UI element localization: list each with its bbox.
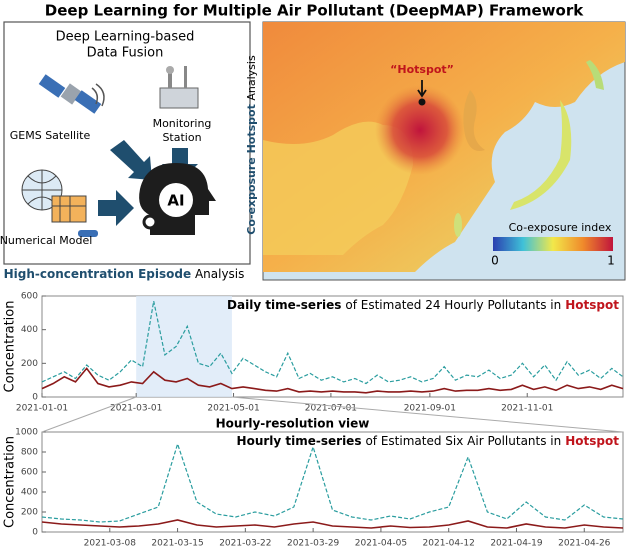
chart-title-part: Hotspot: [565, 434, 619, 448]
x-tick-label: 2021-04-19: [490, 539, 543, 549]
ai-label: AI: [167, 192, 184, 210]
x-tick-label: 2021-03-08: [84, 539, 137, 549]
y-tick-label: 800: [21, 448, 38, 458]
highlight-band: [136, 296, 232, 397]
x-tick-label: 2021-03-29: [287, 539, 340, 549]
x-tick-label: 2021-05-01: [207, 404, 259, 414]
bottom-label-text: Analysis: [195, 267, 244, 281]
x-tick-label: 2021-04-12: [423, 539, 475, 549]
station-label: Monitoring: [153, 117, 212, 130]
y-tick-label: 600: [21, 292, 38, 302]
x-tick-label: 2021-09-01: [404, 404, 456, 414]
side-label-text: Analysis: [245, 55, 258, 101]
ai-icon: [139, 163, 216, 235]
y-tick-label: 1000: [15, 428, 38, 438]
diagram-heading: Deep Learning-based: [56, 30, 195, 45]
x-tick-label: 2021-07-01: [305, 404, 357, 414]
x-tick-label: 2021-04-05: [355, 539, 407, 549]
y-tick-label: 0: [32, 393, 38, 403]
series-line: [41, 300, 624, 385]
plot-area: [41, 431, 624, 533]
y-tick-label: 600: [21, 468, 38, 478]
colorbar: [493, 237, 613, 251]
y-tick-label: 0: [32, 528, 38, 538]
series-line: [41, 442, 624, 523]
side-label-bold: Co-exposure Hotspot: [245, 104, 258, 235]
colorbar-max: 1: [607, 254, 615, 268]
y-tick-label: 400: [21, 488, 38, 498]
zoom-line: [41, 396, 137, 433]
station-icon: [159, 66, 199, 109]
bottom-label: High-concentration Episode Analysis: [4, 267, 245, 281]
series-line: [41, 519, 624, 529]
x-tick-label: 2021-03-15: [151, 539, 203, 549]
model-icon: [21, 169, 98, 237]
figure-title: Deep Learning for Multiple Air Pollutant…: [45, 2, 584, 20]
x-tick-label: 2021-01-01: [16, 404, 68, 414]
zoom-line: [231, 396, 624, 433]
y-tick-label: 400: [21, 325, 38, 335]
series-line: [41, 367, 624, 394]
bottom-label-bold: High-concentration Episode: [4, 267, 192, 281]
y-tick-label: 200: [21, 508, 38, 518]
x-tick-label: 2021-11-01: [501, 404, 553, 414]
y-axis-label: Concentration: [3, 436, 18, 528]
side-label: Co-exposure Hotspot Analysis: [245, 55, 258, 235]
station-label: Station: [162, 131, 201, 144]
x-tick-label: 2021-03-01: [110, 404, 162, 414]
chart-title-part: Hourly time-series: [237, 434, 362, 448]
colorbar-label: Co-exposure index: [509, 221, 612, 234]
satellite-icon: [38, 74, 105, 114]
diagram-heading: Data Fusion: [87, 46, 164, 61]
chart-title-part: of Estimated Six Air Pollutants in: [365, 434, 561, 448]
x-tick-label: 2021-04-26: [558, 539, 611, 549]
x-tick-label: 2021-03-22: [219, 539, 271, 549]
chart-title-part: of Estimated 24 Hourly Pollutants in: [345, 298, 561, 312]
chart-title: Hourly time-series of Estimated Six Air P…: [237, 434, 620, 448]
chart-subtitle: Hourly-resolution view: [216, 417, 370, 431]
chart-title: Daily time-series of Estimated 24 Hourly …: [227, 298, 619, 312]
chart-title-part: Daily time-series: [227, 298, 341, 312]
model-label: Numerical Model: [0, 234, 92, 247]
hotspot-label: “Hotspot”: [390, 63, 454, 76]
map: [262, 21, 626, 281]
colorbar-min: 0: [491, 254, 499, 268]
chart-title-part: Hotspot: [565, 298, 619, 312]
diagram-frame: [3, 21, 251, 265]
satellite-label: GEMS Satellite: [10, 129, 91, 142]
y-tick-label: 200: [21, 359, 38, 369]
y-axis-label: Concentration: [3, 301, 18, 393]
